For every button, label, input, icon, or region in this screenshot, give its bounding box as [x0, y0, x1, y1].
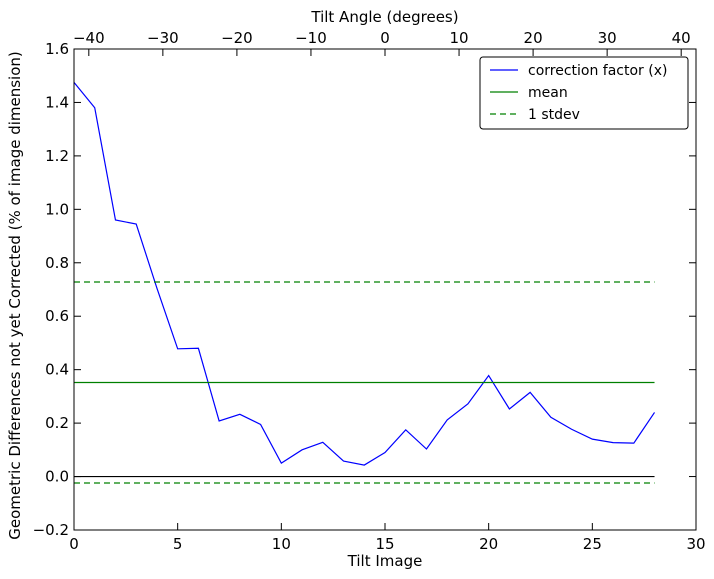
legend-label: 1 stdev	[528, 107, 580, 123]
x-tick-label: 10	[272, 535, 291, 553]
x2-tick-label: 0	[380, 29, 390, 47]
y-tick-label: 1.2	[45, 147, 69, 165]
x-axis-title: Tilt Image	[347, 552, 423, 570]
y-tick-label: −0.2	[33, 521, 69, 539]
y-tick-label: 0.6	[45, 307, 69, 325]
x-tick-label: 20	[479, 535, 498, 553]
x2-tick-label: 30	[598, 29, 617, 47]
x2-tick-label: 10	[450, 29, 469, 47]
y-tick-label: 0.8	[45, 254, 69, 272]
top-axis-title: Tilt Angle (degrees)	[310, 8, 458, 26]
tick-labels: 0 5 10 15 20 25 30 −40 −30 −20 −10 0 10 20 30 40 −0.2 0.0…	[33, 29, 706, 553]
x-tick-label: 30	[686, 535, 705, 553]
x2-tick-label: −30	[147, 29, 179, 47]
x-tick-label: 15	[375, 535, 394, 553]
x-tick-label: 5	[173, 535, 183, 553]
x-tick-label: 0	[69, 535, 79, 553]
ticks	[73, 48, 697, 531]
y-tick-label: 1.0	[45, 200, 69, 218]
x-tick-label: 25	[583, 535, 602, 553]
x2-tick-label: 20	[524, 29, 543, 47]
y-tick-label: 0.0	[45, 468, 69, 486]
x2-tick-label: −40	[73, 29, 105, 47]
y-tick-label: 0.4	[45, 361, 69, 379]
x2-tick-label: 40	[672, 29, 691, 47]
y-tick-label: 0.2	[45, 414, 69, 432]
x2-tick-label: −10	[295, 29, 327, 47]
legend-label: correction factor (x)	[528, 63, 667, 79]
legend-label: mean	[528, 85, 568, 101]
y-axis-title: Geometric Differences not yet Corrected …	[6, 51, 24, 540]
legend: correction factor (x) mean 1 stdev	[479, 56, 689, 130]
x2-tick-label: −20	[221, 29, 253, 47]
y-tick-label: 1.6	[45, 40, 69, 58]
legend-box	[479, 56, 689, 130]
series-line-0	[73, 82, 656, 466]
y-tick-label: 1.4	[45, 93, 69, 111]
plot-area	[73, 82, 656, 484]
